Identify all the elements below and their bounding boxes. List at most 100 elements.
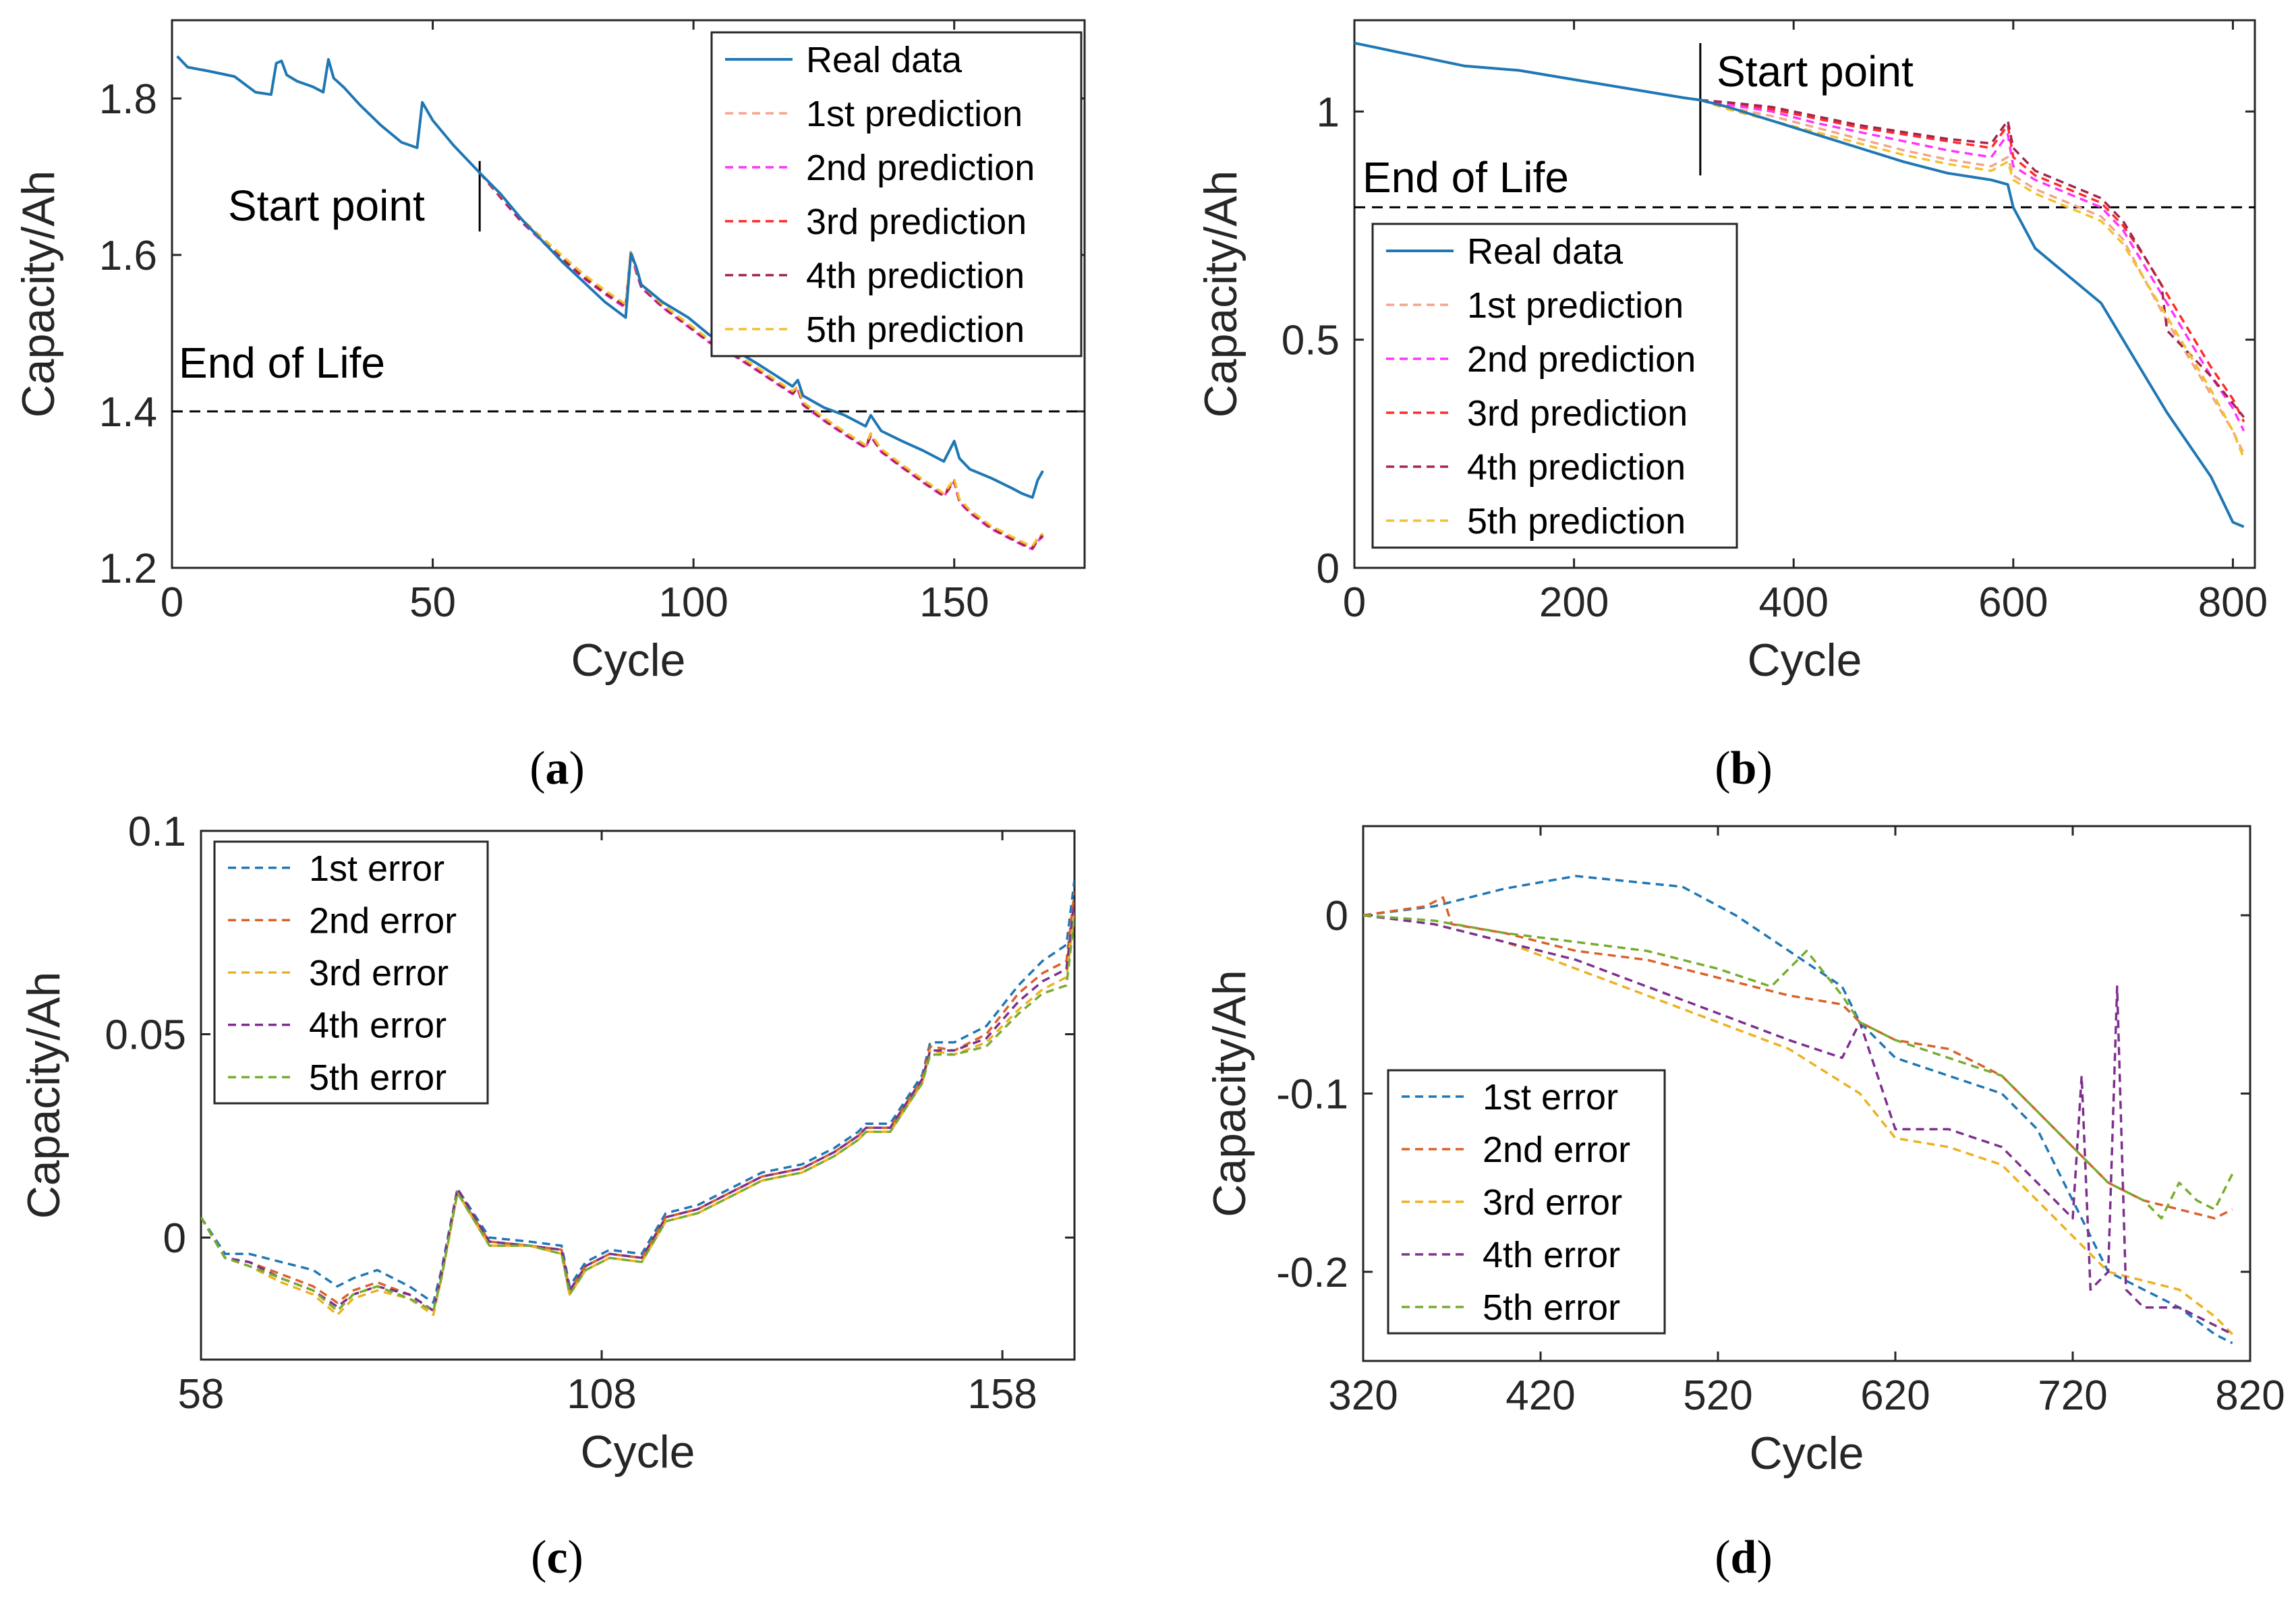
end-of-life-label: End of Life bbox=[1362, 153, 1569, 202]
plot-area bbox=[171, 19, 1086, 569]
x-tick-label: 158 bbox=[967, 1371, 1037, 1418]
y-tick-label: 0.1 bbox=[128, 809, 186, 855]
x-tick-label: 200 bbox=[1539, 579, 1609, 626]
y-tick-label: 1.6 bbox=[99, 233, 157, 279]
legend-label: 2nd error bbox=[1483, 1130, 1630, 1170]
x-axis-label: Cycle bbox=[1749, 1428, 1864, 1479]
y-axis-label: Capacity/Ah bbox=[18, 972, 69, 1219]
panel-label-letter: a bbox=[546, 743, 569, 794]
panel-label-letter: d bbox=[1731, 1532, 1757, 1583]
series-group bbox=[201, 879, 1074, 1316]
legend-label: 3rd error bbox=[309, 953, 449, 993]
x-tick-label: 58 bbox=[178, 1371, 225, 1418]
legend-label: Real data bbox=[1467, 231, 1624, 272]
x-axis-label: Cycle bbox=[571, 635, 685, 686]
y-tick-label: 0 bbox=[163, 1215, 186, 1262]
end-of-life-label: End of Life bbox=[179, 339, 385, 387]
legend-label: Real data bbox=[806, 40, 963, 80]
x-tick-label: 108 bbox=[567, 1371, 636, 1418]
legend-label: 4th prediction bbox=[1467, 447, 1686, 488]
legend-box bbox=[1371, 223, 1738, 549]
start-point-label: Start point bbox=[228, 181, 425, 230]
y-tick-label: 1.4 bbox=[99, 389, 157, 436]
plot-area bbox=[1353, 19, 2256, 569]
y-tick-label: -0.1 bbox=[1276, 1072, 1348, 1118]
series-line-3rd-prediction bbox=[1700, 98, 2245, 423]
y-tick-label: 0.5 bbox=[1282, 318, 1340, 364]
legend: Real data 1st prediction 2nd prediction 3rd… bbox=[710, 31, 1083, 357]
series-group bbox=[176, 55, 1044, 550]
legend-label: 1st error bbox=[309, 848, 444, 889]
legend-label: 2nd prediction bbox=[1467, 339, 1696, 380]
legend-label: 5th error bbox=[1483, 1287, 1620, 1328]
y-tick-label: 1.2 bbox=[99, 546, 157, 592]
series-line-real-data bbox=[176, 55, 1044, 499]
panel-label-c: (c) bbox=[531, 1532, 583, 1583]
series-line-5th-error bbox=[1363, 914, 2234, 1220]
x-tick-label: 150 bbox=[919, 579, 989, 626]
legend-label: 3rd error bbox=[1483, 1182, 1622, 1223]
series-group bbox=[1354, 41, 2245, 528]
chart-c: 58 108 158 0 0.05 0.1 Cycle Capacity/Ah 1st erro… bbox=[18, 809, 1076, 1478]
legend-label: 1st prediction bbox=[1467, 285, 1684, 326]
series-line-5th-error bbox=[201, 916, 1074, 1312]
legend-label: 2nd prediction bbox=[806, 148, 1035, 188]
panel-label-close: ) bbox=[569, 743, 585, 794]
x-tick-label: 50 bbox=[409, 579, 456, 626]
x-tick-label: 720 bbox=[2038, 1372, 2107, 1419]
panel-label-close: ) bbox=[1756, 743, 1772, 794]
panel-label-a: (a) bbox=[529, 743, 585, 794]
panel-label-open: ( bbox=[531, 1532, 546, 1583]
legend-label: 2nd error bbox=[309, 900, 457, 941]
legend: Real data 1st prediction 2nd prediction 3rd… bbox=[1371, 223, 1738, 549]
legend-label: 5th error bbox=[309, 1057, 447, 1098]
series-group bbox=[1363, 875, 2234, 1345]
panel-label-d: (d) bbox=[1715, 1532, 1773, 1583]
series-line-3rd-error bbox=[201, 912, 1074, 1316]
panel-label-close: ) bbox=[1756, 1532, 1772, 1583]
panel-label-open: ( bbox=[1715, 743, 1730, 794]
chart-a: 0 50 100 150 1.2 1.4 1.6 1.8 Cycle Capacity/Ah Sta… bbox=[13, 19, 1086, 686]
panel-label-open: ( bbox=[1715, 1532, 1730, 1583]
y-tick-label: 0.05 bbox=[105, 1012, 186, 1059]
legend-label: 4th error bbox=[309, 1006, 447, 1046]
legend-label: 1st prediction bbox=[806, 94, 1023, 134]
series-line-4th-error bbox=[1363, 914, 2233, 1335]
x-tick-label: 0 bbox=[1343, 579, 1366, 626]
series-line-4th-prediction bbox=[1700, 98, 2245, 418]
y-axis-label: Capacity/Ah bbox=[1204, 970, 1255, 1217]
x-tick-label: 600 bbox=[1978, 579, 2048, 626]
y-axis-label: Capacity/Ah bbox=[1195, 171, 1246, 418]
legend-label: 1st error bbox=[1483, 1077, 1618, 1117]
y-axis-label: Capacity/Ah bbox=[13, 171, 64, 418]
legend-label: 4th prediction bbox=[806, 256, 1025, 296]
series-line-2nd-prediction bbox=[1700, 98, 2245, 432]
x-tick-label: 0 bbox=[161, 579, 183, 626]
panel-label-b: (b) bbox=[1715, 743, 1773, 794]
series-line-3rd-error bbox=[1363, 914, 2233, 1335]
start-point-label: Start point bbox=[1717, 47, 1914, 96]
legend-label: 3rd prediction bbox=[1467, 393, 1688, 434]
series-line-1st-error bbox=[201, 879, 1074, 1304]
y-tick-label: 1.8 bbox=[99, 76, 157, 123]
y-tick-label: 0 bbox=[1317, 546, 1340, 592]
series-line-4th-error bbox=[201, 900, 1074, 1312]
x-axis-label: Cycle bbox=[1747, 635, 1862, 686]
series-line-real-data bbox=[1354, 41, 2245, 528]
x-tick-label: 100 bbox=[658, 579, 728, 626]
y-tick-label: -0.2 bbox=[1276, 1250, 1348, 1296]
series-line-1st-prediction bbox=[1700, 98, 2245, 455]
legend: 1st error 2nd error 3rd error 4th error 5th … bbox=[1387, 1069, 1666, 1335]
x-tick-label: 320 bbox=[1328, 1372, 1398, 1419]
chart-d: 320 420 520 620 720 820 -0.2 -0.1 0 Cycle Capacity… bbox=[1204, 825, 2285, 1479]
panel-label-letter: c bbox=[546, 1532, 567, 1583]
series-line-5th-prediction bbox=[1700, 98, 2245, 459]
x-tick-label: 620 bbox=[1860, 1372, 1930, 1419]
x-tick-label: 800 bbox=[2198, 579, 2268, 626]
legend-label: 5th prediction bbox=[806, 310, 1025, 350]
panel-label-close: ) bbox=[568, 1532, 583, 1583]
legend: 1st error 2nd error 3rd error 4th error 5th … bbox=[213, 840, 489, 1105]
legend-label: 5th prediction bbox=[1467, 501, 1686, 542]
series-line-1st-error bbox=[1363, 875, 2233, 1345]
